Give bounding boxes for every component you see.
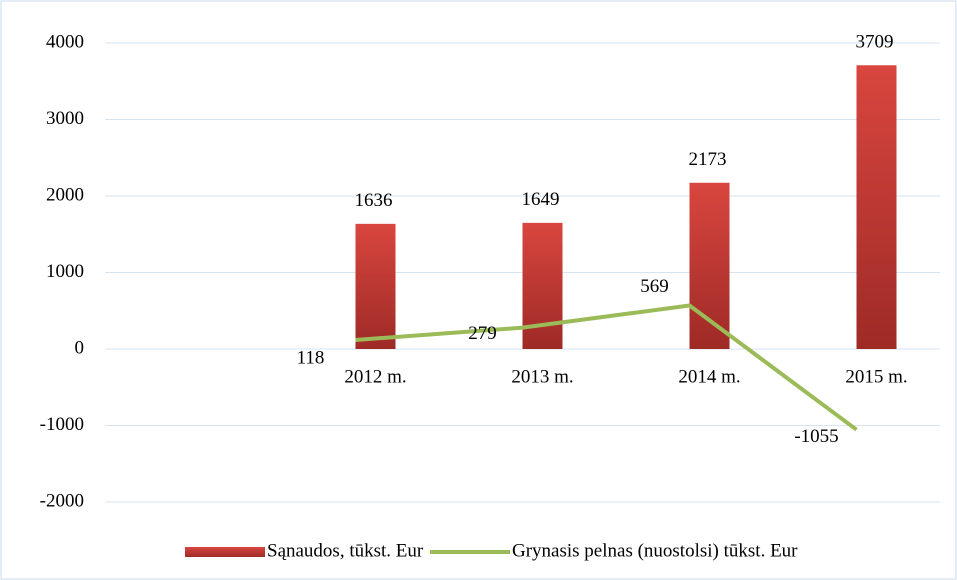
x-tick-label: 2015 m.: [845, 366, 907, 387]
data-label: 3709: [856, 32, 894, 53]
x-tick-label: 2013 m.: [511, 366, 573, 387]
y-tick-label: 1000: [46, 261, 84, 282]
data-label: 279: [468, 323, 497, 344]
data-label: 1649: [522, 189, 560, 210]
bar: [522, 222, 563, 349]
data-label: 118: [297, 347, 325, 368]
bar: [856, 65, 897, 349]
y-tick-label: 0: [75, 337, 85, 358]
data-label: 569: [640, 276, 669, 297]
legend-swatch: [185, 547, 265, 557]
data-label: 2173: [689, 149, 727, 170]
y-tick-label: 2000: [46, 184, 84, 205]
legend-label: Sąnaudos, tūkst. Eur: [267, 540, 424, 561]
bar: [689, 182, 730, 349]
y-tick-label: -2000: [40, 490, 84, 511]
bar: [355, 223, 396, 349]
y-tick-label: 4000: [46, 31, 84, 52]
y-tick-label: 3000: [46, 108, 84, 129]
legend-label: Grynasis pelnas (nuostolsi) tūkst. Eur: [512, 540, 798, 561]
line: [355, 303, 858, 432]
data-label: -1055: [794, 426, 838, 447]
data-label: 1636: [355, 190, 393, 211]
x-tick-label: 2012 m.: [344, 366, 406, 387]
x-tick-label: 2014 m.: [678, 366, 740, 387]
y-tick-label: -1000: [40, 414, 84, 435]
